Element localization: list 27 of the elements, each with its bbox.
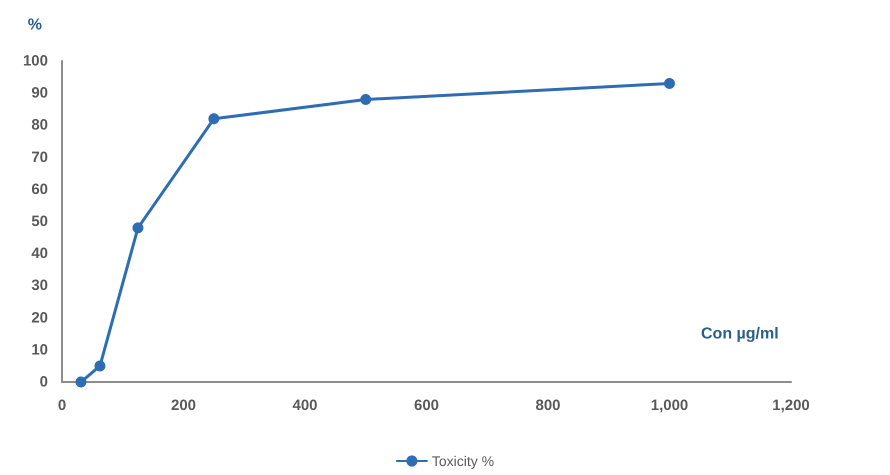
y-tick-label: 50 — [31, 213, 48, 230]
point — [132, 222, 144, 234]
x-tick-label: 1,000 — [650, 397, 688, 414]
y-tick-label: 0 — [40, 374, 48, 390]
legend-label: Toxicity % — [432, 453, 494, 469]
point — [664, 78, 675, 89]
x-axis-title: Con µg/ml — [701, 326, 779, 342]
y-axis-title: % — [28, 16, 42, 34]
y-tick-label: 40 — [31, 245, 48, 262]
point — [75, 376, 86, 388]
x-tick-label: 0 — [58, 397, 66, 414]
x-tick-label: 400 — [292, 397, 318, 414]
y-tick-label: 20 — [31, 309, 48, 326]
point — [360, 94, 372, 106]
x-tick-label: 600 — [414, 397, 440, 414]
y-tick-label: 60 — [31, 180, 48, 198]
x-tick-label: 1,200 — [772, 397, 810, 414]
y-tick-label: 90 — [31, 84, 48, 102]
point — [208, 113, 220, 124]
point — [94, 360, 106, 372]
x-tick-label: 800 — [535, 397, 561, 414]
y-tick-label: 70 — [31, 148, 48, 166]
y-tick-label: 10 — [31, 341, 48, 358]
y-tick-label: 80 — [31, 116, 48, 134]
y-tick-label: 30 — [31, 277, 48, 294]
y-tick-label: 100 — [22, 52, 48, 70]
x-tick-label: 200 — [170, 397, 196, 414]
